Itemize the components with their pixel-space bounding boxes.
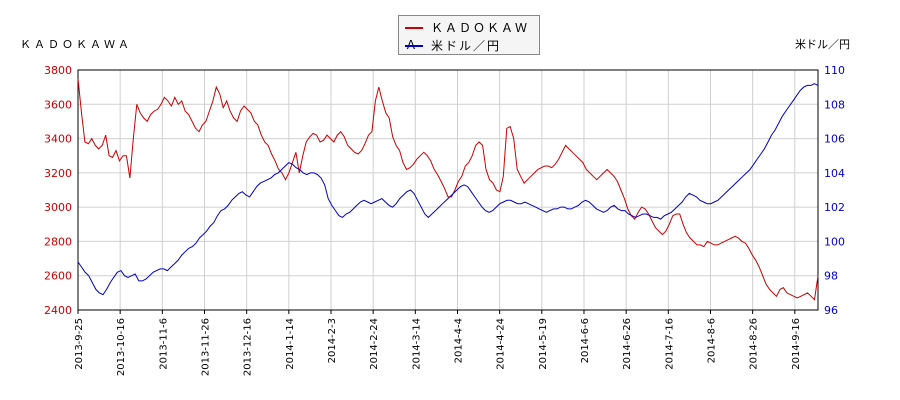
x-tick-label: 2014-4-24 <box>496 318 507 370</box>
right-tick-label: 98 <box>824 270 838 283</box>
right-tick-label: 100 <box>824 235 845 248</box>
x-tick-label: 2014-7-16 <box>664 318 675 370</box>
x-tick-label: 2014-9-16 <box>791 318 802 370</box>
x-tick-label: 2013-10-16 <box>116 318 127 376</box>
x-tick-label: 2014-8-6 <box>706 318 717 363</box>
x-tick-label: 2014-6-26 <box>622 318 633 370</box>
left-tick-label: 3400 <box>44 133 72 146</box>
x-tick-label: 2014-1-14 <box>285 318 296 370</box>
x-tick-label: 2014-2-24 <box>369 318 380 370</box>
plot-area <box>78 70 818 310</box>
x-tick-label: 2014-2-3 <box>327 318 338 363</box>
x-tick-label: 2014-8-26 <box>749 318 760 370</box>
x-tick-label: 2014-3-14 <box>411 318 422 370</box>
left-tick-label: 2600 <box>44 270 72 283</box>
legend-item-usdjpy: 米ドル／円 <box>405 37 501 53</box>
left-tick-label: 2400 <box>44 304 72 317</box>
left-axis-title: ＫＡＤＯＫＡＷＡ <box>20 38 132 51</box>
right-axis-title: 米ドル／円 <box>795 38 850 51</box>
series-line-kadokawa <box>77 78 819 301</box>
left-tick-label: 3000 <box>44 201 72 214</box>
legend-swatch-usdjpy <box>405 44 423 47</box>
left-tick-label: 3800 <box>44 64 72 77</box>
x-tick-label: 2013-11-26 <box>200 318 211 376</box>
x-tick-label: 2013-12-16 <box>243 318 254 376</box>
right-tick-label: 104 <box>824 167 845 180</box>
right-tick-label: 106 <box>824 133 845 146</box>
right-tick-label: 108 <box>824 98 845 111</box>
x-tick-label: 2014-5-19 <box>538 318 549 370</box>
plot-frame <box>77 69 819 311</box>
series-line-usdjpy <box>77 83 819 296</box>
x-tick-label: 2014-4-4 <box>453 318 464 363</box>
x-tick-label: 2013-9-25 <box>74 318 85 370</box>
right-tick-label: 102 <box>824 201 845 214</box>
legend: ＫＡＤＯＫＡＷＡ 米ドル／円 <box>398 15 540 55</box>
left-tick-label: 3200 <box>44 167 72 180</box>
right-tick-label: 110 <box>824 64 845 77</box>
legend-swatch-kadokawa <box>405 26 423 29</box>
left-tick-label: 2800 <box>44 235 72 248</box>
left-tick-label: 3600 <box>44 98 72 111</box>
legend-label-usdjpy: 米ドル／円 <box>431 39 502 53</box>
x-tick-label: 2013-11-6 <box>158 318 169 370</box>
x-tick-label: 2014-6-6 <box>580 318 591 363</box>
right-tick-label: 96 <box>824 304 838 317</box>
